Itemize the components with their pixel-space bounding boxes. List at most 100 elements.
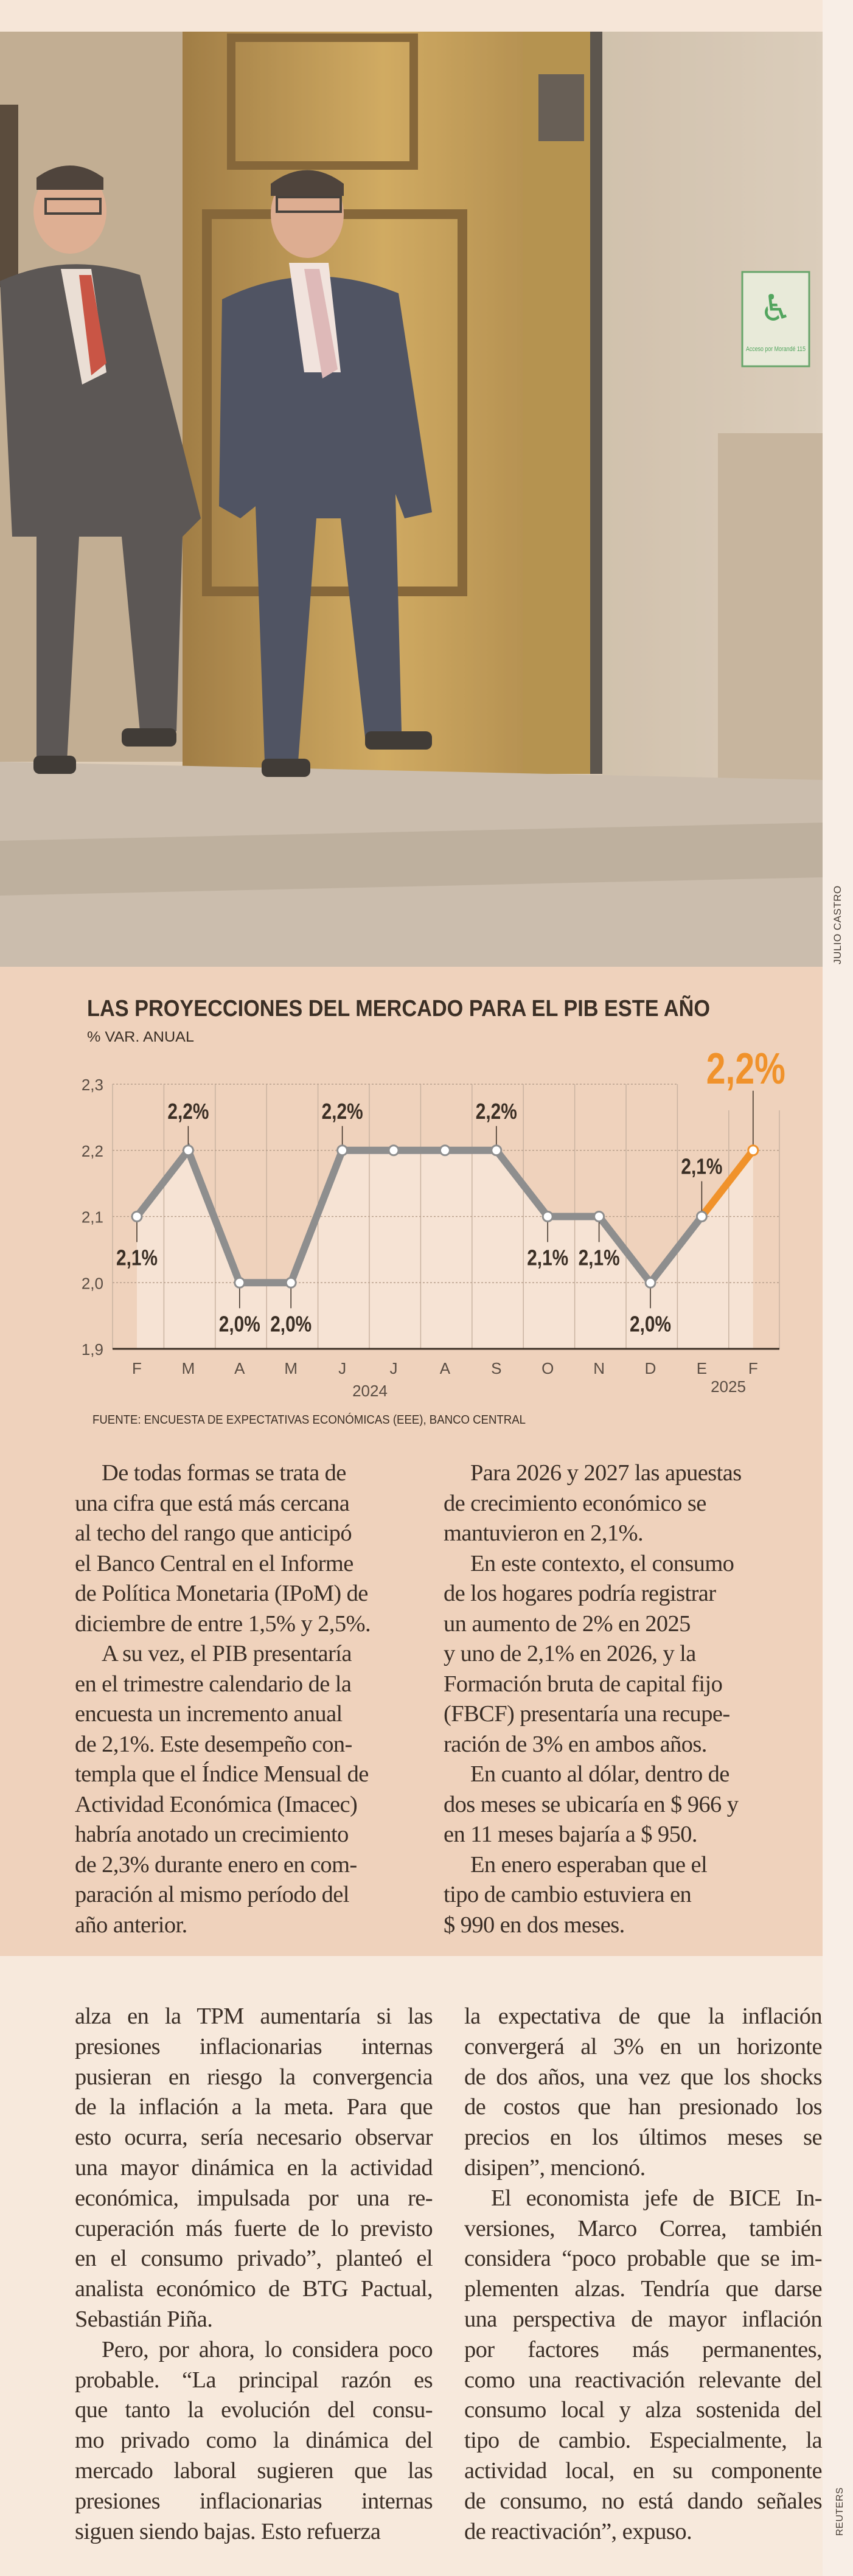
data-label: 2,2% bbox=[706, 1045, 785, 1093]
article-bottom-left-column: alza en la TPM aumentaría si las presione… bbox=[75, 2002, 433, 2547]
article-line: plementen alzas. Tendría que darse bbox=[464, 2276, 823, 2302]
article-line: En este contexto, el consumo bbox=[470, 1550, 734, 1576]
article-line: en el consumo privado”, planteó el bbox=[75, 2246, 433, 2272]
bottom-panel-background bbox=[0, 1956, 823, 2576]
data-label: 2,1% bbox=[527, 1245, 568, 1270]
y-tick-label: 1,9 bbox=[82, 1340, 103, 1359]
article-line: paración al mismo período del bbox=[75, 1882, 349, 1907]
article-line: año anterior. bbox=[75, 1912, 187, 1938]
x-tick-label: S bbox=[491, 1359, 501, 1377]
article-top-right-column: Para 2026 y 2027 las apuestas de crecimie… bbox=[444, 1458, 784, 1940]
article-line: siguen siendo bajas. Esto refuerza bbox=[75, 2518, 381, 2544]
photo-credit: JULIO CASTRO bbox=[832, 885, 843, 964]
article-line: de dos años, una vez que los shocks bbox=[464, 2064, 823, 2090]
data-point bbox=[285, 1276, 297, 1289]
plot-area: 1,9 2,0 2,1 2,2 2,3 2,1% F 2,2% M 2,0% A 2,0% M 2,2% J… bbox=[82, 1045, 785, 1400]
article-line: de crecimiento económico se bbox=[444, 1490, 706, 1516]
article-line: el Banco Central en el Informe bbox=[75, 1550, 353, 1576]
x-tick-label: D bbox=[645, 1359, 656, 1377]
article-line: en el trimestre calendario de la bbox=[75, 1671, 352, 1697]
article-line: Actividad Económica (Imacec) bbox=[75, 1791, 358, 1817]
article-line: como una reactivación relevante del bbox=[464, 2367, 823, 2393]
article-line: un aumento de 2% en 2025 bbox=[444, 1610, 691, 1637]
data-point bbox=[490, 1144, 503, 1157]
data-point bbox=[644, 1276, 656, 1289]
data-label: 2,0% bbox=[219, 1311, 260, 1336]
x-tick-label: J bbox=[390, 1359, 398, 1377]
data-label: 2,2% bbox=[322, 1099, 363, 1124]
gdp-projection-chart: LAS PROYECCIONES DEL MERCADO PARA EL PIB… bbox=[82, 995, 785, 1427]
article-bottom-right-column: la expectativa de que la inflación conver… bbox=[464, 2002, 823, 2547]
data-label: 2,0% bbox=[630, 1311, 671, 1336]
data-point bbox=[747, 1144, 759, 1157]
data-point bbox=[388, 1144, 400, 1157]
article-line: En cuanto al dólar, dentro de bbox=[470, 1761, 729, 1787]
data-label: 2,1% bbox=[579, 1245, 620, 1270]
article-line: En enero esperaban que el bbox=[470, 1851, 708, 1878]
article-line: disipen”, mencionó. bbox=[464, 2154, 646, 2181]
article-line: de 2,3% durante enero en com- bbox=[75, 1851, 357, 1878]
data-label: 2,2% bbox=[476, 1099, 517, 1124]
data-point bbox=[593, 1211, 605, 1222]
article-line: (FBCF) presentaría una recupe- bbox=[444, 1701, 730, 1727]
year-label: 2024 bbox=[352, 1382, 388, 1400]
top-margin bbox=[0, 0, 823, 32]
article-line: una mayor dinámica en la actividad bbox=[75, 2154, 433, 2181]
y-tick-label: 2,2 bbox=[82, 1142, 103, 1160]
article-line: esto ocurra, sería necesario observar bbox=[75, 2125, 433, 2151]
article-line: De todas formas se trata de bbox=[102, 1460, 346, 1486]
x-tick-label: E bbox=[697, 1359, 707, 1377]
article-line: la expectativa de que la inflación bbox=[464, 2003, 823, 2029]
series-line-highlight bbox=[698, 1148, 756, 1219]
article-line: tipo de cambio estuviera en bbox=[444, 1882, 692, 1907]
series-line bbox=[134, 1143, 705, 1289]
article-line: A su vez, el PIB presentaría bbox=[102, 1641, 352, 1666]
person-left bbox=[0, 165, 201, 774]
article-line: dos meses se ubicaría en $ 966 y bbox=[444, 1791, 739, 1817]
article-line: convergerá al 3% en un horizonte bbox=[464, 2033, 823, 2059]
article-line: alza en la TPM aumentaría si las bbox=[75, 2003, 433, 2029]
x-tick-label: N bbox=[593, 1359, 605, 1377]
x-tick-label: F bbox=[748, 1359, 758, 1377]
data-label: 2,2% bbox=[167, 1099, 209, 1124]
x-tick-label: J bbox=[338, 1359, 346, 1377]
article-top-left-column: De todas formas se trata de una cifra que… bbox=[75, 1458, 406, 1940]
person-right bbox=[219, 170, 432, 777]
y-tick-label: 2,0 bbox=[82, 1274, 103, 1292]
article-line: Sebastián Piña. bbox=[75, 2306, 213, 2332]
chart-subtitle: % VAR. ANUAL bbox=[87, 1029, 194, 1045]
data-point bbox=[234, 1276, 246, 1289]
x-tick-label: O bbox=[541, 1359, 554, 1377]
article-line: Pero, por ahora, lo considera poco bbox=[102, 2336, 433, 2362]
y-tick-label: 2,3 bbox=[82, 1076, 103, 1094]
chart-source: FUENTE: ENCUESTA DE EXPECTATIVAS ECONÓMI… bbox=[92, 1413, 526, 1427]
accessibility-sign-text: Acceso por Morandé 115 bbox=[746, 346, 806, 353]
data-point bbox=[439, 1144, 451, 1157]
data-point bbox=[695, 1211, 708, 1222]
right-margin bbox=[823, 0, 853, 2576]
data-point bbox=[182, 1144, 194, 1157]
year-label: 2025 bbox=[711, 1377, 746, 1396]
article-line: precios en los últimos meses se bbox=[464, 2125, 823, 2151]
article-line: cuperación más fuerte de lo previsto bbox=[75, 2215, 433, 2241]
x-tick-label: A bbox=[440, 1359, 451, 1377]
article-line: de 2,1%. Este desempeño con- bbox=[75, 1731, 352, 1757]
accessibility-sign bbox=[741, 271, 810, 367]
article-line: tipo de cambio. Especialmente, la bbox=[464, 2428, 823, 2454]
article-line: de reactivación”, expuso. bbox=[464, 2518, 692, 2544]
article-line: versiones, Marco Correa, también bbox=[464, 2215, 823, 2241]
data-label: 2,1% bbox=[116, 1245, 158, 1270]
x-tick-label: A bbox=[234, 1359, 245, 1377]
article-line: Formación bruta de capital fijo bbox=[444, 1671, 723, 1697]
data-label: 2,0% bbox=[270, 1311, 312, 1336]
y-tick-label: 2,1 bbox=[82, 1208, 103, 1227]
article-line: una cifra que está más cercana bbox=[75, 1490, 350, 1516]
article-line: templa que el Índice Mensual de bbox=[75, 1761, 369, 1787]
article-line: pusieran en riesgo la convergencia bbox=[75, 2064, 433, 2090]
article-line: presiones inflacionarias internas bbox=[75, 2033, 433, 2059]
article-line: El economista jefe de BICE In- bbox=[491, 2185, 823, 2211]
article-line: mo privado como la dinámica del bbox=[75, 2428, 433, 2454]
data-point bbox=[131, 1211, 143, 1222]
article-line: considera “poco probable que se im- bbox=[464, 2246, 823, 2272]
article-line: probable. “La principal razón es bbox=[75, 2367, 433, 2393]
